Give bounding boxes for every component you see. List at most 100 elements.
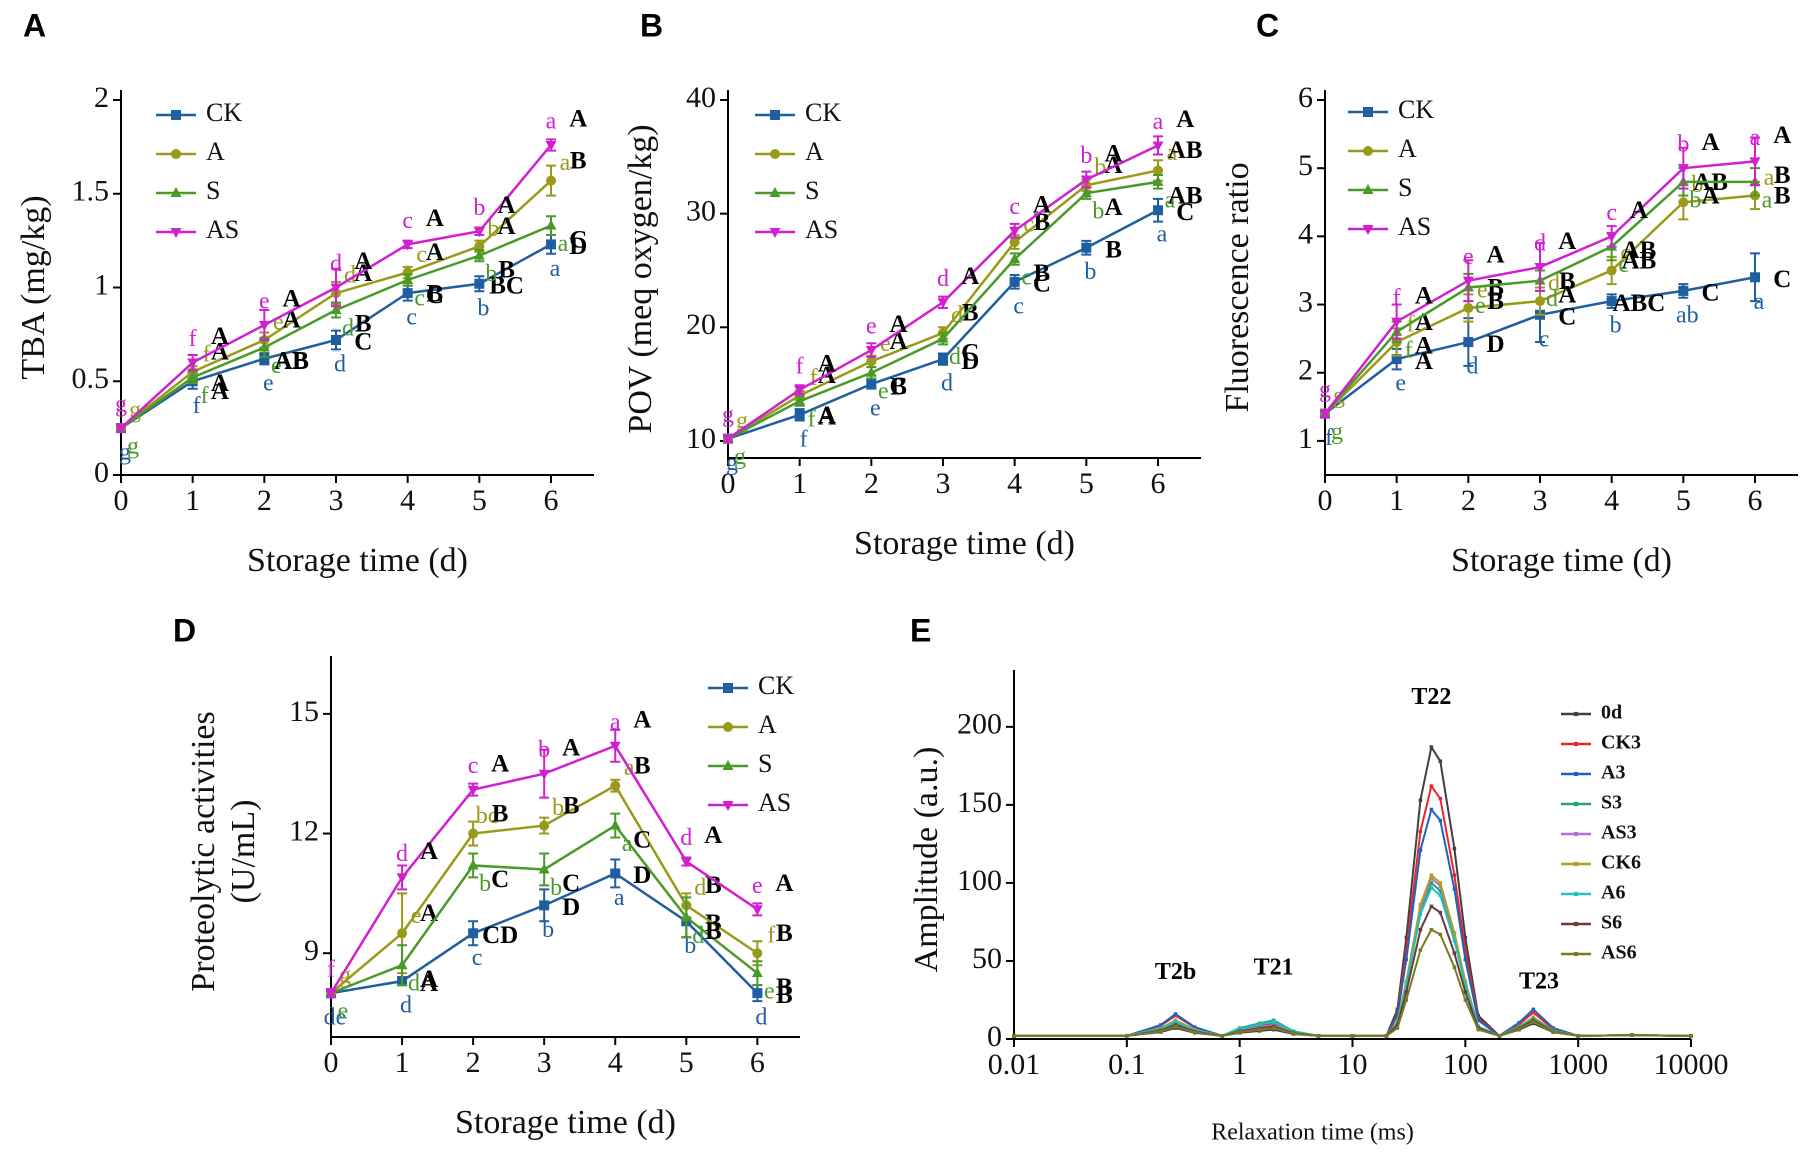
significance-letter: e xyxy=(878,378,889,404)
significance-letter: e xyxy=(1395,371,1406,397)
legend-label: CK3 xyxy=(1601,732,1641,754)
y-tick-label: 200 xyxy=(957,708,1002,741)
marker xyxy=(1438,796,1443,801)
significance-letter: g xyxy=(1319,377,1331,403)
panel-label: A xyxy=(23,7,46,43)
group-letter: A xyxy=(818,402,836,429)
marker xyxy=(402,288,413,299)
marker xyxy=(1606,296,1617,307)
marker xyxy=(1404,948,1409,952)
significance-letter: d xyxy=(755,1005,767,1031)
group-letter: A xyxy=(211,378,229,405)
legend-marker xyxy=(1362,225,1374,235)
marker xyxy=(1438,910,1443,915)
significance-letter: d xyxy=(1466,354,1478,380)
significance-letter: g xyxy=(734,444,746,470)
series-line xyxy=(1014,904,1692,1037)
group-letter: A xyxy=(961,263,979,290)
significance-letter: b xyxy=(1084,259,1096,285)
marker xyxy=(258,321,270,331)
x-tick-label: 10000 xyxy=(1654,1048,1729,1081)
group-letter: A xyxy=(283,286,301,313)
marker xyxy=(187,371,199,382)
significance-letter: e xyxy=(273,310,284,336)
group-letter: AB xyxy=(274,347,309,374)
marker xyxy=(1418,948,1423,952)
marker xyxy=(865,366,877,377)
group-letter: B xyxy=(1105,236,1122,263)
marker xyxy=(1534,263,1546,274)
marker xyxy=(1429,927,1434,932)
marker xyxy=(610,868,621,879)
group-letter: C xyxy=(491,866,509,893)
group-letter: A xyxy=(1487,241,1505,268)
panel-label: C xyxy=(1256,7,1279,43)
group-letter: A xyxy=(211,323,229,350)
marker xyxy=(1476,1018,1480,1023)
marker xyxy=(325,989,337,1000)
group-letter: B xyxy=(1559,268,1576,295)
marker xyxy=(1749,157,1761,168)
series-line xyxy=(1014,783,1692,1038)
marker xyxy=(610,780,621,791)
marker xyxy=(397,928,408,939)
significance-letter: c xyxy=(1013,293,1024,319)
significance-letter: e xyxy=(866,314,877,340)
group-letter: A xyxy=(569,106,587,133)
group-letter: C xyxy=(1558,304,1576,331)
group-letter: D xyxy=(1487,331,1505,358)
marker xyxy=(1452,887,1457,891)
y-tick-label: 40 xyxy=(686,81,716,114)
group-letter: B xyxy=(962,300,979,327)
significance-letter: a xyxy=(1764,165,1775,191)
x-tick-label: 1 xyxy=(792,467,807,500)
marker xyxy=(1678,285,1689,296)
significance-letter: d xyxy=(408,971,420,997)
significance-letter: d xyxy=(941,371,953,397)
annotation: T22 xyxy=(1411,684,1451,710)
marker xyxy=(1576,1034,1580,1038)
marker xyxy=(1750,272,1760,283)
legend-marker xyxy=(1573,891,1579,897)
significance-letter: f xyxy=(1325,425,1333,451)
significance-letter: c xyxy=(1021,265,1032,291)
x-tick-label: 0.1 xyxy=(1108,1048,1146,1081)
group-letter: AB xyxy=(274,348,309,375)
group-letter: CD xyxy=(482,922,518,949)
marker xyxy=(1429,881,1434,885)
marker xyxy=(722,434,734,445)
significance-letter: c xyxy=(1539,326,1550,352)
significance-letter: f xyxy=(201,383,209,409)
group-letter: A xyxy=(211,370,229,397)
legend-label: A xyxy=(1398,134,1417,163)
group-letter: ABC xyxy=(1613,290,1666,317)
group-letter: A xyxy=(420,838,438,865)
significance-letter: a xyxy=(610,709,621,735)
x-axis-title: Storage time (d) xyxy=(1451,542,1672,579)
marker xyxy=(1418,848,1423,852)
significance-letter: f xyxy=(796,353,804,379)
marker xyxy=(1452,951,1457,955)
group-letter: A xyxy=(354,248,372,275)
marker xyxy=(1173,1024,1178,1029)
x-axis-title: Relaxation time (ms) xyxy=(1211,1120,1414,1146)
series-line xyxy=(1014,807,1692,1038)
significance-letter: bc xyxy=(476,803,499,829)
x-tick-label: 100 xyxy=(1443,1048,1488,1081)
marker xyxy=(331,335,341,345)
group-letter: A xyxy=(775,870,793,897)
marker xyxy=(1517,1027,1521,1031)
y-axis-title: TBA (mg/kg) xyxy=(15,195,52,379)
significance-letter: b xyxy=(538,737,550,763)
marker xyxy=(1429,885,1434,890)
marker xyxy=(115,424,127,435)
legend-marker xyxy=(1362,184,1374,194)
significance-letter: b xyxy=(542,917,554,943)
significance-letter: d xyxy=(1548,271,1560,297)
marker xyxy=(1081,242,1092,253)
group-letter: A xyxy=(1558,281,1576,308)
significance-letter: e xyxy=(1477,277,1488,303)
x-tick-label: 3 xyxy=(537,1046,552,1079)
series-line xyxy=(1014,928,1692,1037)
